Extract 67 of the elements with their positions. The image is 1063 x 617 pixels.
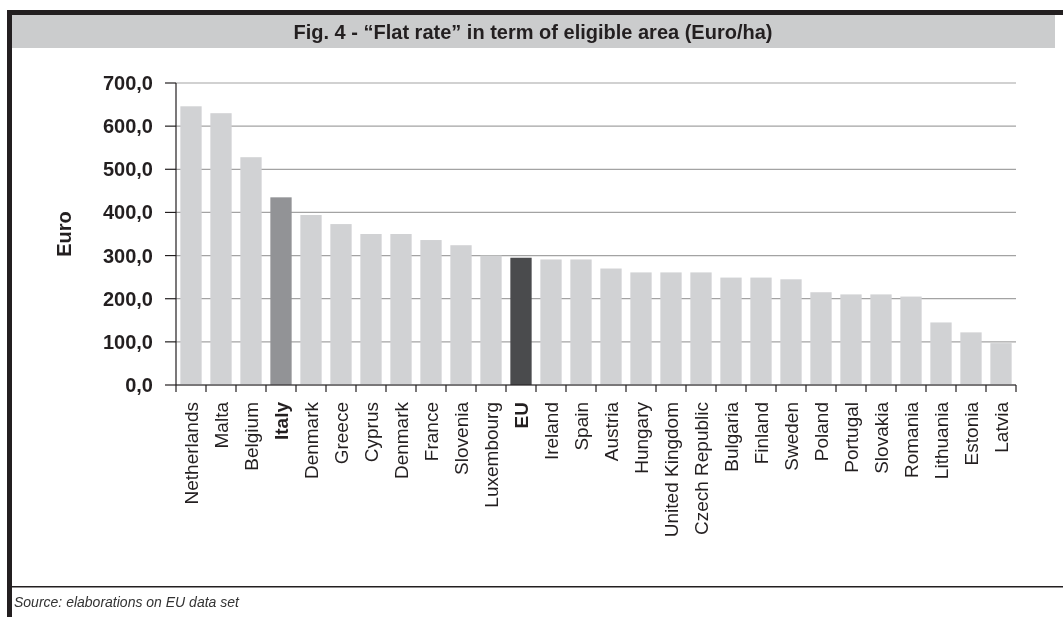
bar bbox=[690, 272, 712, 385]
x-tick-label: Romania bbox=[900, 401, 922, 479]
x-tick-label: Malta bbox=[210, 401, 232, 449]
y-tick-label: 500,0 bbox=[102, 158, 153, 181]
bar bbox=[720, 277, 742, 385]
y-tick-label: 200,0 bbox=[102, 287, 153, 310]
y-tick-label: 600,0 bbox=[102, 115, 153, 138]
bar bbox=[600, 268, 622, 385]
bar bbox=[840, 294, 862, 385]
bar bbox=[180, 106, 202, 385]
x-tick-label: Slovakia bbox=[870, 401, 892, 474]
bar bbox=[360, 234, 382, 385]
bar bbox=[630, 272, 652, 385]
x-tick-label: Slovenia bbox=[450, 401, 472, 475]
x-tick-label: Belgium bbox=[240, 402, 262, 471]
x-tick-label: Poland bbox=[810, 402, 832, 462]
x-tick-label: Cyprus bbox=[360, 402, 382, 463]
bar bbox=[870, 294, 892, 385]
bar bbox=[480, 255, 502, 385]
x-tick-label: Luxembourg bbox=[480, 402, 502, 508]
bar bbox=[900, 296, 922, 385]
bar bbox=[240, 157, 262, 385]
bar bbox=[210, 113, 232, 385]
x-tick-label: Lithuania bbox=[930, 401, 952, 480]
y-tick-label: 100,0 bbox=[102, 330, 153, 353]
x-tick-label: Netherlands bbox=[180, 402, 202, 505]
bar bbox=[780, 279, 802, 385]
y-tick-label: 700,0 bbox=[102, 72, 153, 94]
x-tick-label: Czech Republic bbox=[690, 402, 712, 536]
x-tick-label: Sweden bbox=[780, 402, 802, 471]
y-axis-title: Euro bbox=[53, 211, 75, 257]
bar bbox=[930, 322, 952, 385]
x-tick-label: Greece bbox=[330, 402, 352, 465]
x-tick-label: Hungary bbox=[630, 401, 652, 474]
bar bbox=[300, 215, 322, 385]
bar bbox=[990, 343, 1012, 385]
x-tick-label: Spain bbox=[570, 402, 592, 451]
y-tick-label: 400,0 bbox=[102, 201, 153, 224]
bar bbox=[420, 240, 442, 385]
y-tick-label: 300,0 bbox=[102, 244, 153, 267]
y-tick-label: 0,0 bbox=[125, 374, 153, 396]
x-tick-label: Denmark bbox=[300, 401, 322, 480]
x-tick-label: United Kingdom bbox=[660, 402, 682, 538]
x-tick-label: Finland bbox=[750, 402, 772, 465]
bar bbox=[510, 257, 532, 385]
bar bbox=[540, 259, 562, 385]
chart-title: Fig. 4 - “Flat rate” in term of eligible area (Euro/ha) bbox=[293, 21, 773, 43]
bar bbox=[390, 234, 412, 385]
source-note: Source: elaborations on EU data set bbox=[14, 594, 241, 610]
bar bbox=[810, 292, 832, 385]
bar bbox=[570, 259, 592, 385]
x-tick-label: Portugal bbox=[840, 402, 862, 473]
x-tick-label: Estonia bbox=[960, 401, 982, 466]
x-tick-label: France bbox=[420, 402, 442, 462]
x-tick-label: EU bbox=[510, 402, 532, 429]
bar bbox=[270, 197, 292, 385]
bar bbox=[450, 245, 472, 385]
x-tick-label: Austria bbox=[600, 401, 622, 462]
bar bbox=[960, 332, 982, 385]
x-tick-label: Italy bbox=[270, 401, 292, 441]
bar bbox=[750, 277, 772, 385]
x-tick-label: Denmark bbox=[390, 401, 412, 480]
bar bbox=[660, 272, 682, 385]
x-tick-label: Latvia bbox=[990, 401, 1012, 453]
x-tick-label: Ireland bbox=[540, 402, 562, 461]
x-tick-label: Bulgaria bbox=[720, 401, 742, 472]
bar bbox=[330, 224, 352, 385]
